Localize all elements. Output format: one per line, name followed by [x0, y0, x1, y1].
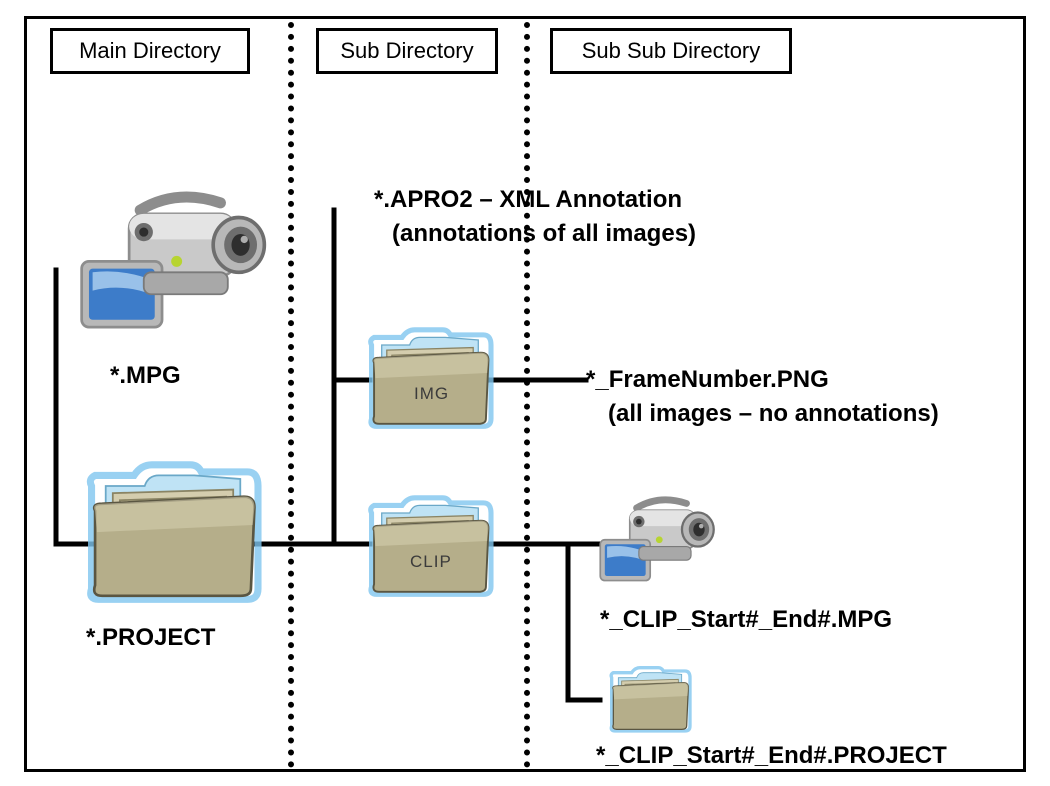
folder-caption-clip: CLIP: [410, 552, 452, 572]
folder-caption-img: IMG: [414, 384, 449, 404]
label-apro2-line2: (annotations of all images): [392, 220, 696, 248]
label-clip-mpg: *_CLIP_Start#_End#.MPG: [600, 606, 892, 634]
folder-icon: CLIP: [360, 480, 500, 602]
divider-2: [524, 22, 530, 768]
label-apro2-line1: *.APRO2 – XML Annotation: [374, 186, 682, 214]
folder-icon: IMG: [360, 312, 500, 434]
header-sub-directory: Sub Directory: [316, 28, 498, 74]
header-main-directory-label: Main Directory: [79, 38, 221, 64]
label-project: *.PROJECT: [86, 624, 215, 652]
folder-icon: [598, 656, 702, 736]
label-mpg: *.MPG: [110, 362, 181, 390]
divider-1: [288, 22, 294, 768]
label-framepng-line1: *_FrameNumber.PNG: [586, 366, 829, 394]
header-subsub-directory: Sub Sub Directory: [550, 28, 792, 74]
camcorder-icon: [598, 490, 716, 594]
label-framepng-line2: (all images – no annotations): [608, 400, 939, 428]
label-clip-project: *_CLIP_Start#_End#.PROJECT: [596, 742, 947, 770]
header-subsub-directory-label: Sub Sub Directory: [582, 38, 761, 64]
header-main-directory: Main Directory: [50, 28, 250, 74]
header-sub-directory-label: Sub Directory: [340, 38, 473, 64]
folder-icon: [78, 440, 268, 610]
camcorder-icon: [78, 180, 268, 350]
